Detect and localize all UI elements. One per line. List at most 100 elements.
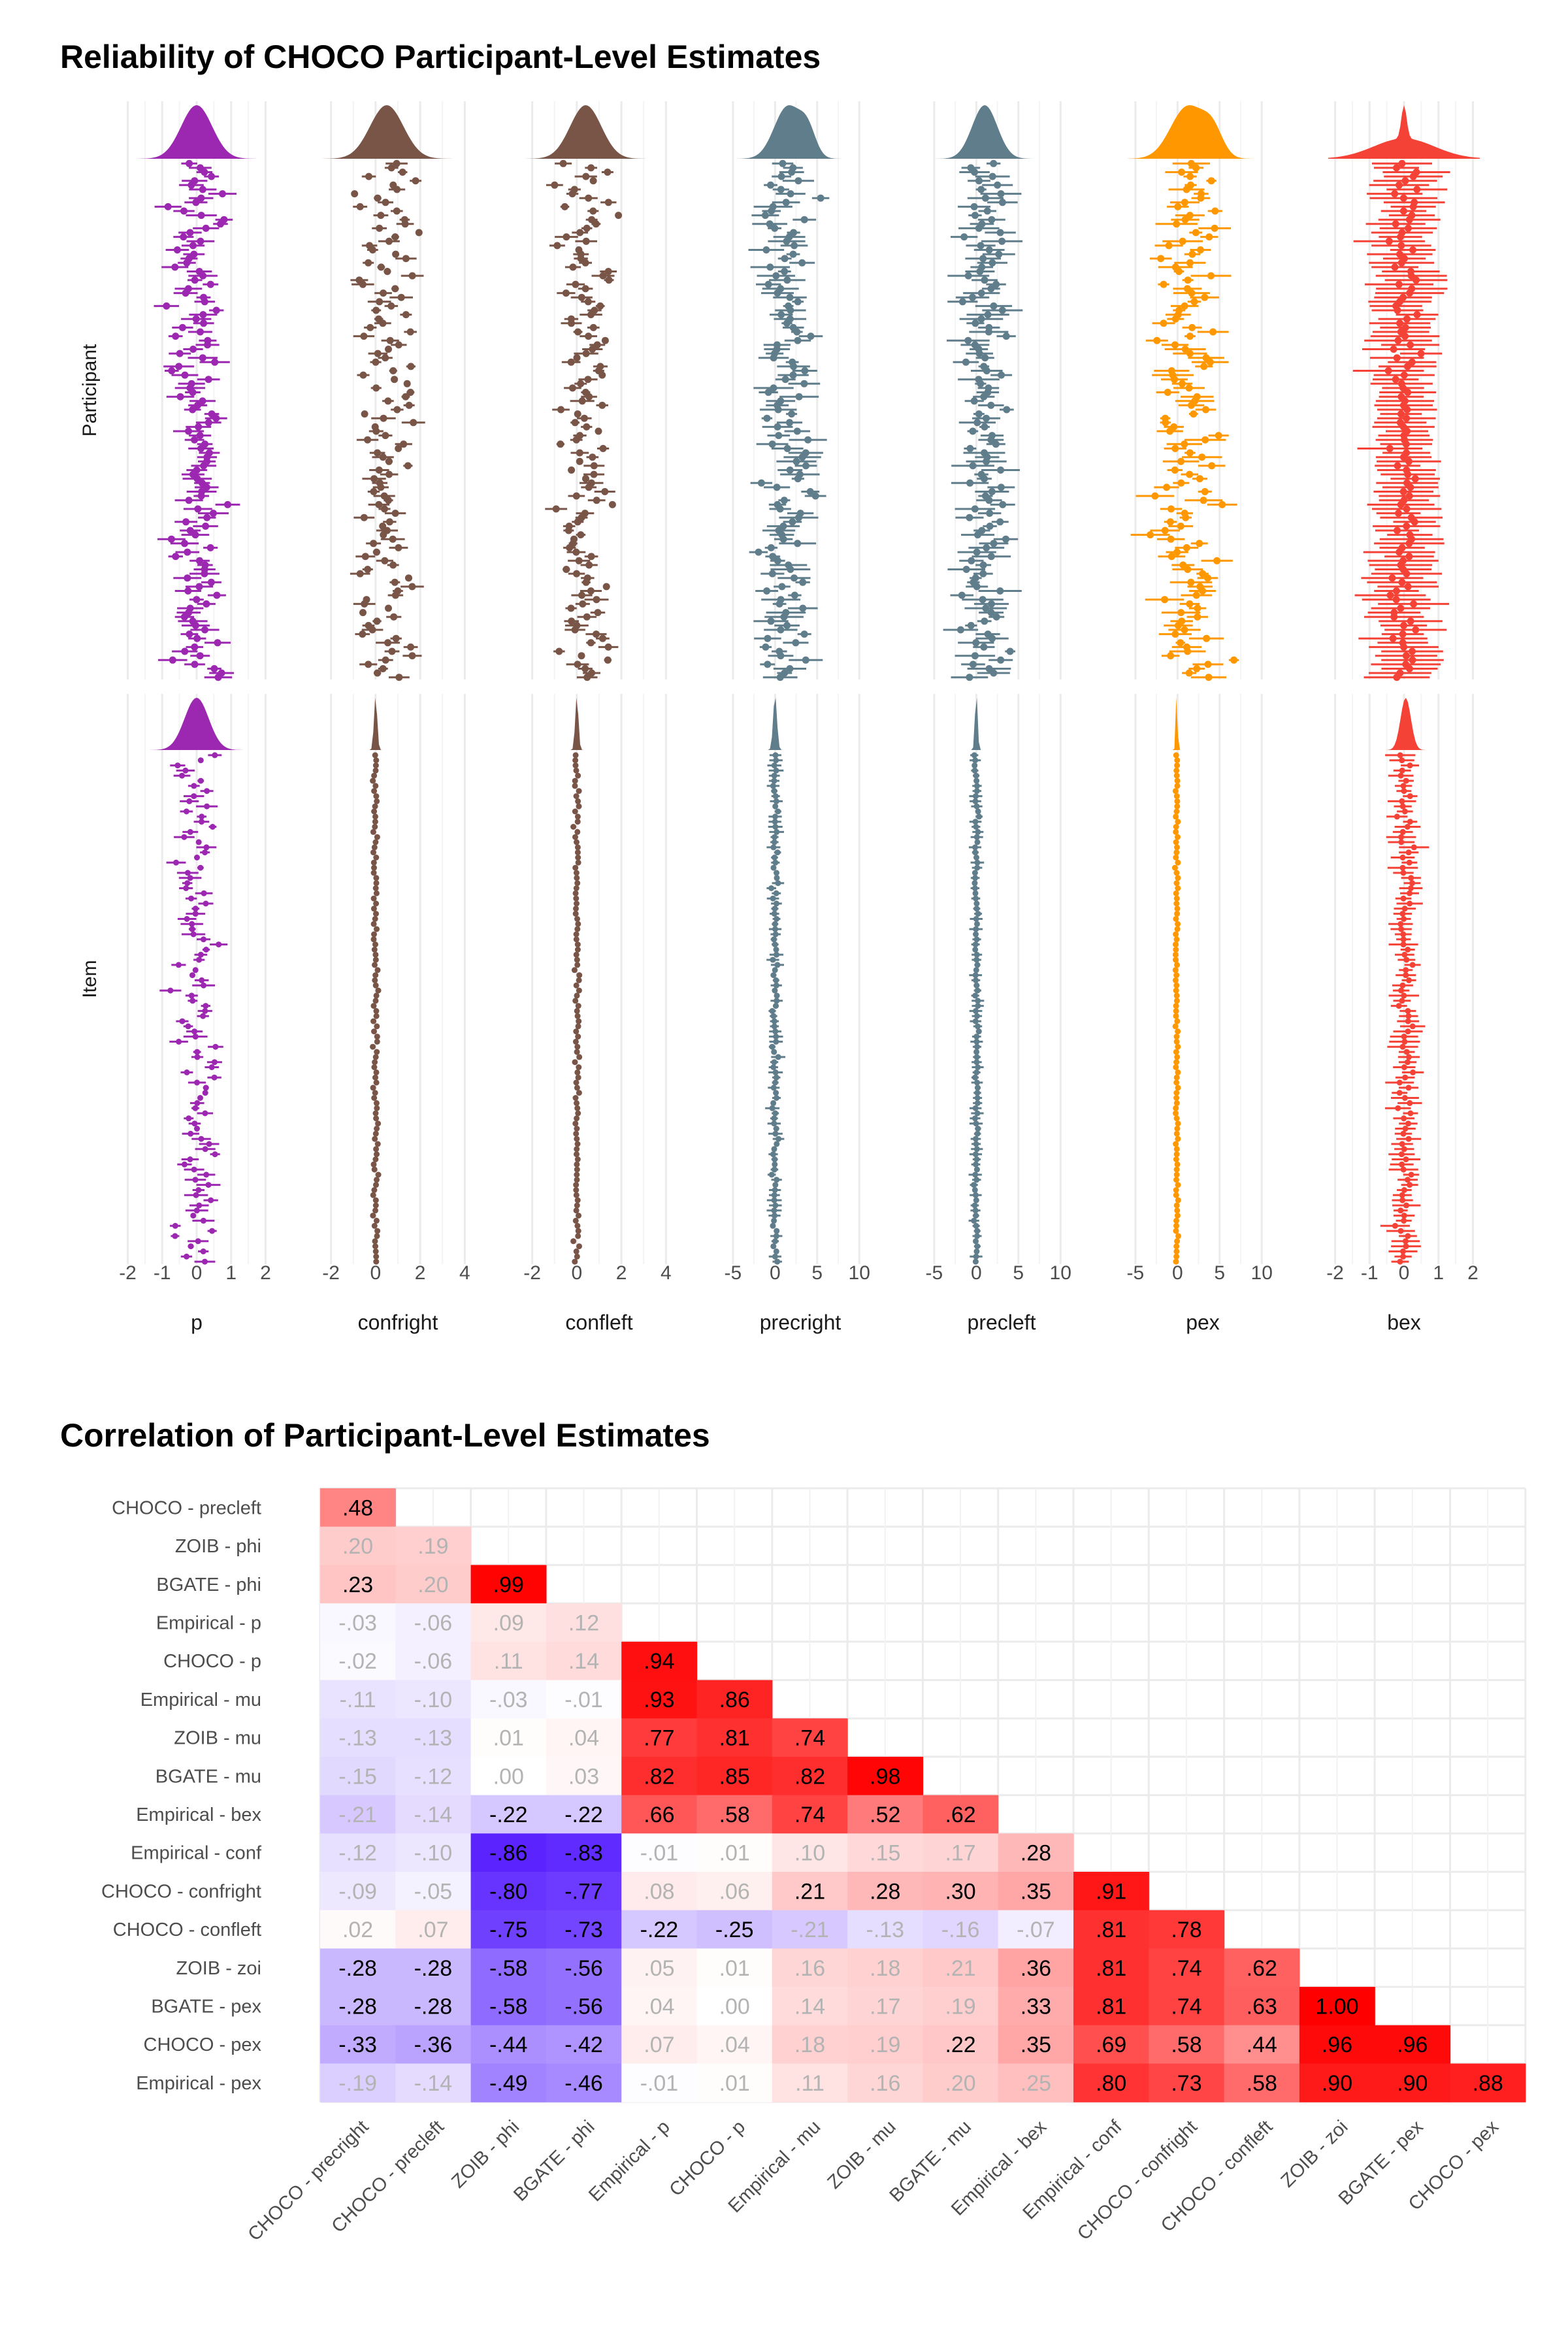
point bbox=[1173, 870, 1180, 876]
point bbox=[800, 630, 808, 638]
point bbox=[368, 246, 376, 253]
point bbox=[385, 237, 393, 245]
point bbox=[1401, 788, 1407, 794]
point bbox=[192, 315, 200, 323]
point bbox=[975, 177, 983, 185]
point bbox=[1185, 384, 1193, 392]
point bbox=[359, 609, 367, 617]
point bbox=[388, 647, 396, 655]
point bbox=[188, 895, 195, 902]
point bbox=[1397, 500, 1405, 508]
heatmap-cell bbox=[470, 1565, 547, 1604]
point bbox=[202, 849, 208, 856]
cell-label: .11 bbox=[795, 2071, 825, 2096]
point bbox=[1173, 1222, 1179, 1229]
point bbox=[976, 813, 983, 820]
point bbox=[775, 432, 783, 440]
heatmap-cell bbox=[696, 1910, 773, 1949]
point bbox=[1177, 639, 1184, 647]
point bbox=[1187, 578, 1195, 586]
point bbox=[381, 557, 389, 564]
point bbox=[972, 639, 980, 647]
point bbox=[572, 1258, 578, 1265]
point bbox=[552, 505, 560, 513]
point bbox=[802, 462, 809, 470]
point bbox=[1173, 1130, 1180, 1137]
point bbox=[391, 376, 399, 384]
point bbox=[1173, 1105, 1179, 1111]
point bbox=[192, 1034, 199, 1040]
point bbox=[576, 987, 582, 994]
point bbox=[195, 1187, 202, 1193]
cell-label: .17 bbox=[870, 1994, 900, 2019]
point bbox=[373, 757, 380, 764]
point bbox=[374, 926, 380, 932]
point bbox=[185, 497, 193, 504]
cell-label: .16 bbox=[870, 2071, 900, 2096]
point bbox=[987, 285, 995, 293]
point bbox=[213, 591, 221, 599]
heatmap-cell bbox=[621, 1948, 698, 1987]
point bbox=[1397, 1207, 1404, 1214]
point bbox=[1171, 341, 1179, 349]
point bbox=[574, 839, 580, 845]
point bbox=[184, 916, 190, 922]
point bbox=[604, 169, 612, 176]
point bbox=[573, 1182, 580, 1188]
point bbox=[573, 1207, 580, 1214]
point bbox=[995, 250, 1003, 258]
point bbox=[1400, 895, 1407, 902]
cell-label: -.14 bbox=[414, 1803, 453, 1827]
cell-label: .04 bbox=[719, 2033, 750, 2057]
point bbox=[772, 272, 780, 280]
point bbox=[1405, 457, 1413, 465]
point bbox=[574, 1151, 580, 1158]
heatmap-cell bbox=[395, 1641, 472, 1681]
point bbox=[764, 389, 772, 396]
point bbox=[773, 1074, 779, 1081]
point bbox=[811, 492, 819, 500]
heatmap-cell bbox=[847, 1833, 923, 1872]
point bbox=[373, 1013, 380, 1019]
point bbox=[973, 1213, 979, 1219]
point bbox=[372, 1130, 379, 1137]
point bbox=[787, 306, 794, 314]
point bbox=[772, 1238, 778, 1245]
heatmap-cell bbox=[621, 1680, 698, 1719]
cell-label: .30 bbox=[945, 1879, 975, 1904]
point bbox=[573, 936, 580, 943]
point bbox=[1182, 514, 1190, 521]
point bbox=[1175, 859, 1181, 866]
point bbox=[364, 566, 372, 573]
point bbox=[1392, 220, 1399, 228]
point bbox=[1167, 652, 1175, 660]
heatmap-cell bbox=[772, 1756, 848, 1796]
point bbox=[372, 998, 379, 1004]
point bbox=[371, 1064, 378, 1070]
heatmap-cell bbox=[470, 1680, 547, 1719]
point bbox=[1175, 1135, 1181, 1142]
point bbox=[361, 410, 368, 418]
point bbox=[1172, 951, 1179, 958]
point bbox=[365, 172, 372, 180]
point bbox=[990, 669, 998, 677]
point bbox=[189, 921, 195, 927]
point bbox=[1173, 1034, 1180, 1040]
point bbox=[988, 259, 996, 267]
point bbox=[774, 289, 781, 297]
heatmap-cell bbox=[847, 1756, 923, 1796]
heatmap-cell bbox=[1149, 1987, 1225, 2026]
cell-label: -.09 bbox=[338, 1879, 377, 1904]
point bbox=[1396, 1090, 1403, 1096]
point bbox=[772, 793, 779, 800]
point bbox=[972, 1258, 979, 1265]
point bbox=[1175, 1069, 1181, 1075]
point bbox=[374, 834, 380, 840]
heatmap-cell bbox=[1149, 1948, 1225, 1987]
point bbox=[202, 1258, 208, 1265]
point bbox=[379, 665, 387, 672]
point bbox=[975, 1028, 982, 1035]
cell-label: .52 bbox=[870, 1803, 900, 1827]
heatmap-cell bbox=[772, 1795, 848, 1834]
point bbox=[774, 557, 781, 564]
